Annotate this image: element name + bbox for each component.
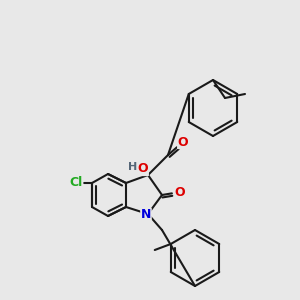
Text: H: H xyxy=(128,162,138,172)
Text: Cl: Cl xyxy=(69,176,82,190)
Text: O: O xyxy=(138,163,148,176)
Text: O: O xyxy=(178,136,188,148)
Text: O: O xyxy=(175,185,185,199)
Text: N: N xyxy=(141,208,151,221)
